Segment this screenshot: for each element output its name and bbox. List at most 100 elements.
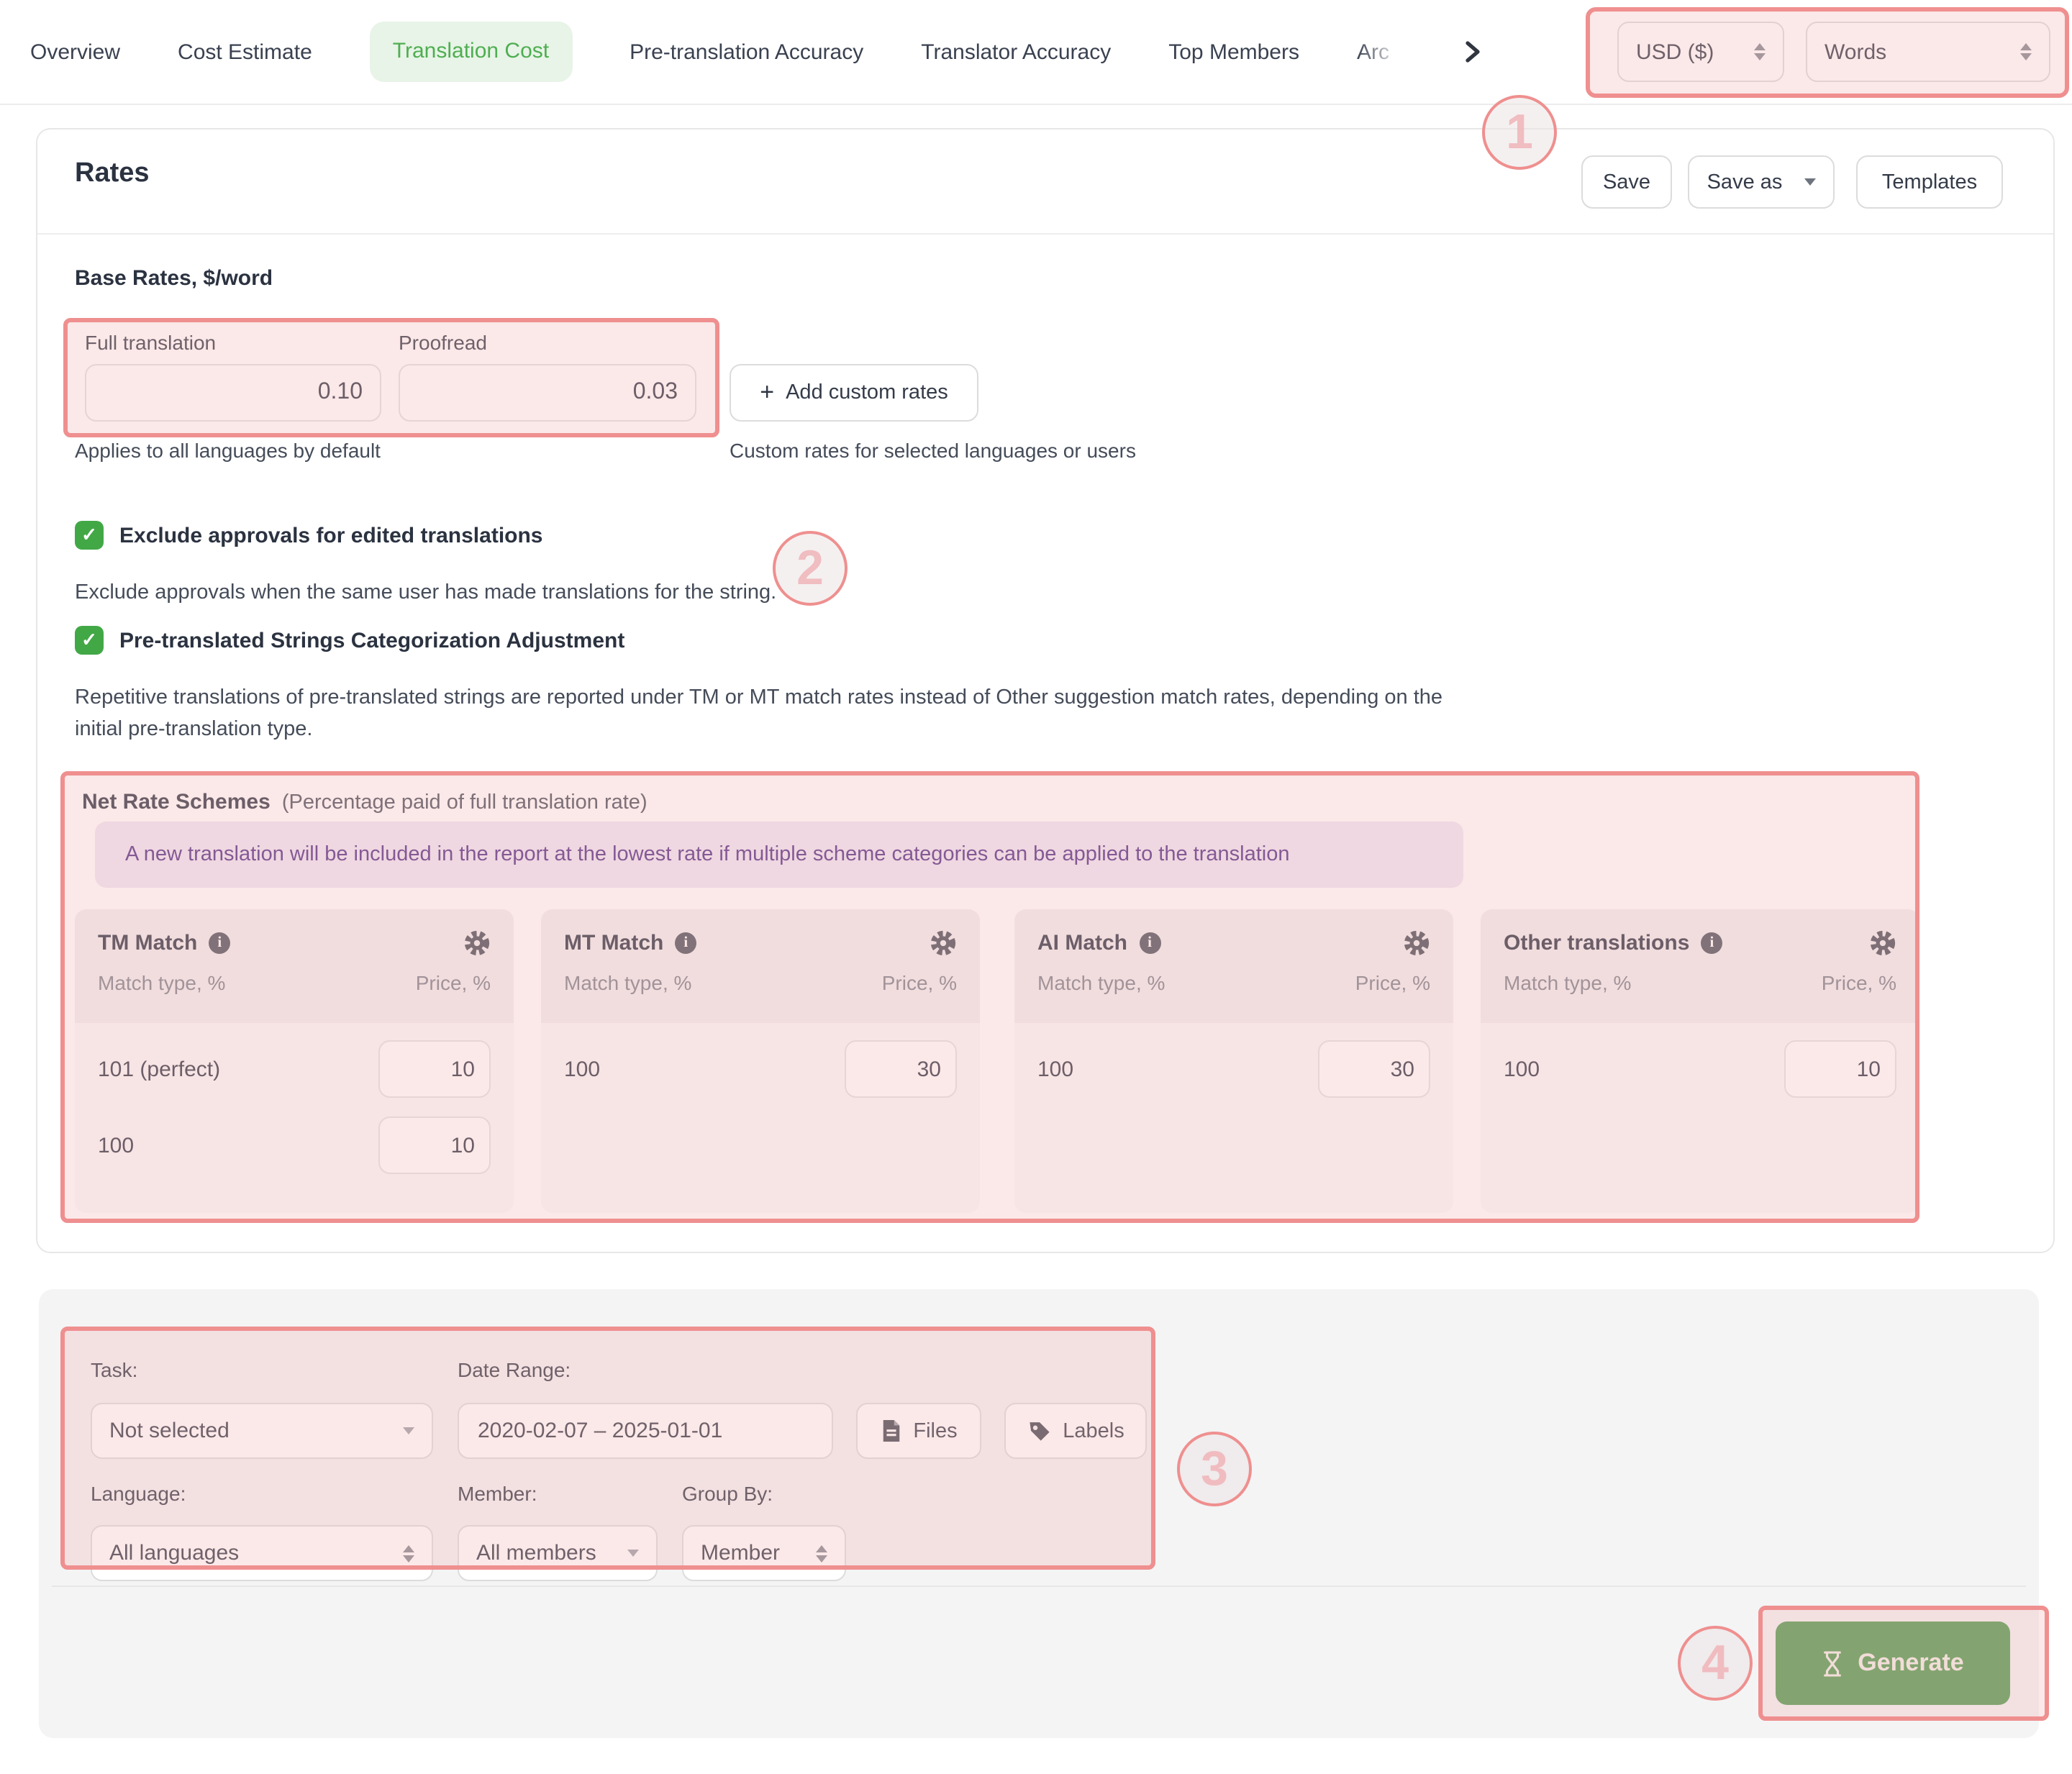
price-input[interactable]: 10: [378, 1040, 491, 1098]
pretranslated-adjustment-checkbox[interactable]: ✓: [75, 626, 104, 655]
tab-overview[interactable]: Overview: [30, 40, 121, 64]
match-type-value: 100: [98, 1133, 135, 1157]
full-translation-rate-input[interactable]: 0.10: [85, 364, 381, 422]
scheme-row: 100 30: [564, 1040, 957, 1098]
updown-arrows-icon: [1742, 43, 1766, 60]
check-icon: ✓: [81, 524, 97, 545]
match-type-value: 101 (perfect): [98, 1057, 221, 1081]
scheme-card-header: TM Match i Match type, % Price, %: [75, 909, 514, 1023]
member-select[interactable]: All members: [458, 1525, 658, 1581]
scheme-card-body: 100 10: [1481, 1023, 1919, 1115]
currency-select[interactable]: USD ($): [1617, 22, 1784, 82]
scheme-card-ai-match: AI Match i Match type, % Price, % 100 30: [1014, 909, 1453, 1213]
task-label: Task:: [91, 1358, 138, 1381]
check-icon: ✓: [81, 629, 97, 650]
exclude-approvals-label: Exclude approvals for edited translation…: [119, 524, 543, 548]
price-column-header: Price, %: [1821, 971, 1896, 994]
report-tabs: Overview Cost Estimate Translation Cost …: [30, 0, 1481, 104]
save-button[interactable]: Save: [1581, 155, 1672, 209]
price-input[interactable]: 30: [845, 1040, 957, 1098]
info-icon[interactable]: i: [675, 932, 697, 954]
price-column-header: Price, %: [881, 971, 957, 994]
rates-card: Rates Save Save as Templates Base Rates,…: [36, 128, 2055, 1253]
templates-button[interactable]: Templates: [1856, 155, 2003, 209]
hourglass-icon: [1824, 1650, 1842, 1676]
tab-archived-truncated[interactable]: Arc: [1357, 40, 1406, 64]
match-type-value: 100: [564, 1057, 601, 1081]
net-rate-schemes-subtitle: (Percentage paid of full translation rat…: [281, 791, 648, 814]
updown-arrows-icon: [391, 1545, 414, 1562]
tab-translation-cost[interactable]: Translation Cost: [369, 22, 573, 82]
tab-translator-accuracy[interactable]: Translator Accuracy: [921, 40, 1112, 64]
scheme-row: 100 10: [1504, 1040, 1896, 1098]
gear-icon[interactable]: [463, 929, 491, 957]
info-icon[interactable]: i: [209, 932, 231, 954]
scheme-card-body: 101 (perfect) 10 100 10: [75, 1023, 514, 1191]
tab-pre-translation-accuracy[interactable]: Pre-translation Accuracy: [630, 40, 864, 64]
file-icon: [883, 1420, 899, 1442]
base-rates-heading: Base Rates, $/word: [75, 266, 273, 291]
card-header-divider: [37, 233, 2053, 235]
scheme-card-body: 100 30: [541, 1023, 980, 1115]
units-select[interactable]: Words: [1806, 22, 2050, 82]
proofread-rate-input[interactable]: 0.03: [399, 364, 696, 422]
group-by-label: Group By:: [682, 1482, 773, 1505]
scheme-name: Other translations: [1504, 931, 1690, 955]
match-type-column-header: Match type, %: [564, 971, 692, 994]
labels-button[interactable]: Labels: [1004, 1403, 1147, 1459]
match-type-column-header: Match type, %: [1504, 971, 1632, 994]
scheme-card-other-translations: Other translations i Match type, % Price…: [1481, 909, 1919, 1213]
task-select[interactable]: Not selected: [91, 1403, 433, 1459]
files-button-label: Files: [913, 1419, 958, 1442]
report-tabs-bar: Overview Cost Estimate Translation Cost …: [0, 0, 2072, 105]
price-input[interactable]: 10: [1784, 1040, 1896, 1098]
price-column-header: Price, %: [1355, 971, 1430, 994]
scheme-card-tm-match: TM Match i Match type, % Price, % 101 (p…: [75, 909, 514, 1213]
info-icon[interactable]: i: [1139, 932, 1161, 954]
date-range-input[interactable]: 2020-02-07 – 2025-01-01: [458, 1403, 833, 1459]
task-select-value: Not selected: [109, 1419, 230, 1443]
match-type-column-header: Match type, %: [1037, 971, 1166, 994]
scheme-card-mt-match: MT Match i Match type, % Price, % 100 30: [541, 909, 980, 1213]
pretranslated-adjustment-description: Repetitive translations of pre-translate…: [75, 686, 1443, 740]
net-rate-schemes-heading: Net Rate Schemes (Percentage paid of ful…: [82, 790, 648, 814]
language-select[interactable]: All languages: [91, 1525, 433, 1581]
gear-icon[interactable]: [930, 929, 957, 957]
price-input[interactable]: 30: [1318, 1040, 1430, 1098]
date-range-value: 2020-02-07 – 2025-01-01: [478, 1419, 723, 1443]
updown-arrows-icon: [804, 1545, 827, 1562]
files-button[interactable]: Files: [856, 1403, 981, 1459]
save-as-label: Save as: [1707, 170, 1783, 194]
scheme-row: 100 30: [1037, 1040, 1430, 1098]
date-range-label: Date Range:: [458, 1358, 571, 1381]
scheme-row: 100 10: [98, 1116, 491, 1174]
tab-cost-estimate[interactable]: Cost Estimate: [178, 40, 312, 64]
gear-icon[interactable]: [1403, 929, 1430, 957]
info-icon[interactable]: i: [1701, 932, 1723, 954]
exclude-approvals-checkbox[interactable]: ✓: [75, 521, 104, 550]
report-filters-card: Task: Date Range: Not selected 2020-02-0…: [39, 1289, 2039, 1738]
generate-button-label: Generate: [1858, 1649, 1964, 1676]
scheme-name: AI Match: [1037, 931, 1128, 955]
group-by-select[interactable]: Member: [682, 1525, 846, 1581]
gear-icon[interactable]: [1869, 929, 1896, 957]
page-title: Rates: [75, 158, 150, 188]
add-custom-rates-button[interactable]: + Add custom rates: [730, 364, 978, 422]
generate-button[interactable]: Generate: [1776, 1621, 2010, 1705]
scheme-card-header: Other translations i Match type, % Price…: [1481, 909, 1919, 1023]
currency-select-value: USD ($): [1636, 40, 1714, 64]
tabs-scroll-right-chevron-icon[interactable]: [1463, 40, 1481, 63]
labels-button-label: Labels: [1063, 1419, 1124, 1442]
net-rate-schemes-title: Net Rate Schemes: [82, 790, 271, 814]
nav-divider: [0, 104, 2072, 105]
filters-divider: [52, 1586, 2026, 1587]
price-column-header: Price, %: [415, 971, 491, 994]
chevron-down-icon: [627, 1550, 639, 1557]
scheme-card-header: AI Match i Match type, % Price, %: [1014, 909, 1453, 1023]
save-as-button[interactable]: Save as: [1688, 155, 1835, 209]
price-input[interactable]: 10: [378, 1116, 491, 1174]
match-type-column-header: Match type, %: [98, 971, 226, 994]
add-custom-rates-label: Add custom rates: [786, 381, 948, 404]
proofread-label: Proofread: [399, 331, 487, 354]
tab-top-members[interactable]: Top Members: [1168, 40, 1299, 64]
